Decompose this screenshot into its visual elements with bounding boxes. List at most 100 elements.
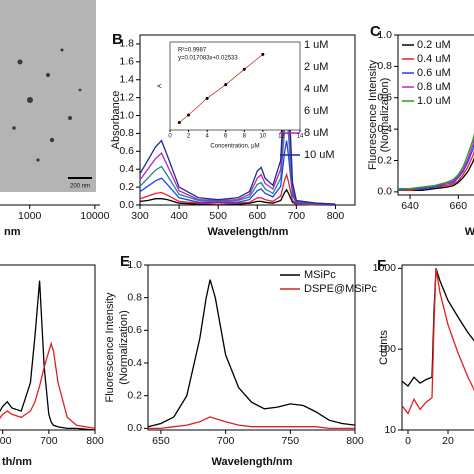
x-axis-label: Wavelength/nm [208, 226, 289, 238]
legend-label: 1.0 uM [417, 95, 451, 107]
legend-label: 1 uM [304, 39, 328, 51]
data-point [242, 67, 246, 71]
y-tick-label: 0.6 [119, 145, 134, 157]
series-line [401, 268, 474, 387]
y-tick-label: 0.2 [127, 389, 142, 401]
panel-label: F [377, 257, 386, 274]
x-tick-label: 800 [86, 435, 104, 447]
x-tick-label: 6 [224, 134, 228, 140]
panel-label: B [112, 31, 123, 48]
y-tick-label: 0.8 [377, 60, 392, 72]
x-tick-label: 600 [249, 210, 267, 222]
x-tick-label: 640 [401, 200, 419, 212]
x-axis-label: Wavelength/nm [212, 456, 293, 468]
x-tick-label: 600 [0, 435, 12, 447]
plot-frame [147, 264, 356, 431]
series-line [148, 416, 355, 430]
x-tick-label: 14 [297, 134, 304, 140]
series-line [139, 140, 336, 206]
legend-label: 2 uM [304, 61, 328, 73]
x-tick-label: 400 [170, 210, 188, 222]
x-tick-label: 700 [40, 435, 58, 447]
y-tick-label: 0.4 [377, 123, 392, 135]
y-tick-label: 1.0 [127, 259, 142, 271]
x-tick-label: 4 [205, 134, 209, 140]
x-tick-label: 1000 [18, 210, 42, 222]
y-tick-label: 0.6 [377, 92, 392, 104]
y-tick-label: 1.4 [119, 74, 134, 86]
x-axis-label: Concentration, μM [210, 144, 259, 150]
y-tick-label: 1.0 [377, 29, 392, 41]
legend-label: 4 uM [304, 83, 328, 95]
legend-label: 10 uM [304, 149, 335, 161]
y-axis-label: (Normalization) [118, 310, 130, 385]
annotation: 200 nm [70, 184, 90, 190]
series-line [179, 54, 264, 123]
panel-label: C [370, 23, 381, 40]
y-tick-label: 0.8 [119, 127, 134, 139]
y-axis-label: Fluorescence Intensity [104, 292, 116, 403]
x-tick-label: 800 [346, 435, 364, 447]
series-line [398, 150, 474, 191]
y-axis-label: Absorbance [110, 91, 122, 150]
y-tick-label: 0.0 [119, 199, 134, 211]
y-axis-label: Counts [378, 330, 390, 365]
x-tick-label: 500 [209, 210, 227, 222]
x-tick-label: 12 [278, 134, 285, 140]
x-axis-label: th/nm [2, 456, 32, 468]
plot-frame [397, 34, 474, 196]
plot-frame [169, 41, 301, 131]
data-point [177, 121, 181, 125]
x-tick-label: 2 [187, 134, 191, 140]
x-tick-label: 700 [217, 435, 235, 447]
legend-label: 0.6 uM [417, 67, 451, 79]
y-tick-label: 100 [378, 343, 396, 355]
y-tick-label: 0.2 [119, 181, 134, 193]
series-line [139, 51, 336, 205]
y-tick-label: 1.8 [119, 38, 134, 50]
x-tick-label: 0 [168, 134, 172, 140]
y-tick-label: 0.0 [127, 422, 142, 434]
x-tick-label: 10 [260, 134, 267, 140]
series-line [139, 188, 336, 206]
data-point [187, 113, 191, 117]
y-tick-label: 1.0 [119, 109, 134, 121]
legend-label: DSPE@MSiPc [304, 283, 377, 295]
y-tick-label: 0.0 [377, 186, 392, 198]
series-line [147, 279, 356, 428]
series-line [398, 132, 474, 190]
x-tick-label: 0 [405, 435, 411, 447]
plot-frame [401, 264, 474, 431]
x-tick-label: 650 [152, 435, 170, 447]
data-point [224, 83, 228, 87]
legend-label: MSiPc [304, 269, 336, 281]
x-tick-label: 660 [450, 200, 468, 212]
legend-label: 0.8 uM [417, 81, 451, 93]
y-tick-label: 0.6 [127, 324, 142, 336]
series-line [398, 157, 474, 191]
plot-frame [0, 264, 96, 431]
x-tick-label: 750 [282, 435, 300, 447]
series-line [398, 138, 474, 190]
series-line [0, 341, 96, 430]
legend-label: 8 uM [304, 127, 328, 139]
legend-label: 6 uM [304, 105, 328, 117]
plot-frame [139, 34, 356, 206]
tem-image [0, 0, 96, 192]
inset-background [170, 42, 300, 130]
x-tick-label: 300 [131, 210, 149, 222]
y-tick-label: 10 [384, 424, 396, 436]
data-point [261, 52, 265, 56]
series-line [401, 268, 474, 415]
y-axis-label: (Normalization) [379, 78, 391, 153]
y-tick-label: 0.8 [127, 291, 142, 303]
x-tick-label: 800 [327, 210, 345, 222]
y-axis-label: A [158, 84, 164, 88]
series-line [139, 172, 336, 206]
x-tick-label: 8 [243, 134, 247, 140]
y-tick-label: 0.4 [127, 357, 142, 369]
x-axis-label: W [465, 226, 474, 238]
series-line [0, 280, 96, 431]
x-tick-label: 20 [442, 435, 454, 447]
